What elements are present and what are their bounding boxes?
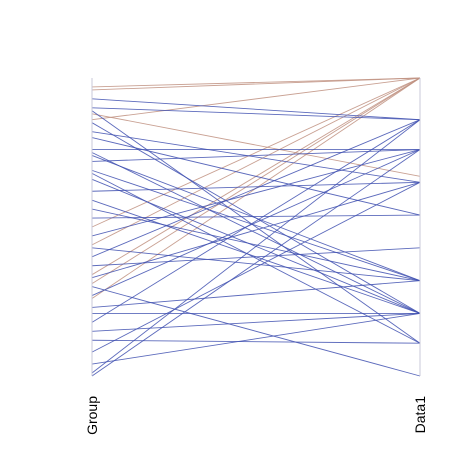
data-line-24 (91, 280, 421, 308)
data-line-17 (91, 149, 421, 237)
data-line-21 (91, 181, 421, 279)
data-line-5 (91, 137, 421, 216)
data-line-11 (91, 172, 421, 344)
highlight-line-7 (91, 77, 421, 285)
data-line-19 (91, 119, 421, 258)
data-line-29 (91, 181, 421, 353)
axis-label-data1: Data1 (412, 396, 428, 434)
data-line-26 (91, 119, 421, 323)
data-line-15 (91, 208, 421, 282)
data-line-8 (91, 155, 421, 282)
highlight-line-0 (91, 77, 421, 88)
highlight-line-2 (91, 113, 421, 177)
data-line-20 (91, 247, 421, 267)
data-line-16 (91, 214, 421, 219)
data-line-18 (91, 247, 421, 282)
data-line-13 (91, 181, 421, 192)
data-line-9 (91, 149, 421, 162)
data-line-23 (91, 149, 421, 296)
polylines-layer (91, 77, 421, 377)
highlight-line-3 (91, 77, 421, 121)
data-line-10 (91, 169, 421, 282)
data-line-28 (91, 339, 421, 344)
data-line-7 (91, 152, 421, 314)
highlight-line-4 (91, 77, 421, 228)
axis-label-group: Group (84, 396, 100, 435)
data-line-22 (91, 286, 421, 377)
highlight-line-5 (91, 77, 421, 246)
data-line-31 (91, 119, 421, 374)
highlight-line-1 (91, 77, 421, 91)
data-line-30 (91, 312, 421, 365)
data-line-1 (91, 107, 421, 121)
data-line-32 (91, 149, 421, 377)
data-line-0 (91, 98, 421, 121)
data-line-27 (91, 312, 421, 332)
data-line-2 (91, 110, 421, 344)
